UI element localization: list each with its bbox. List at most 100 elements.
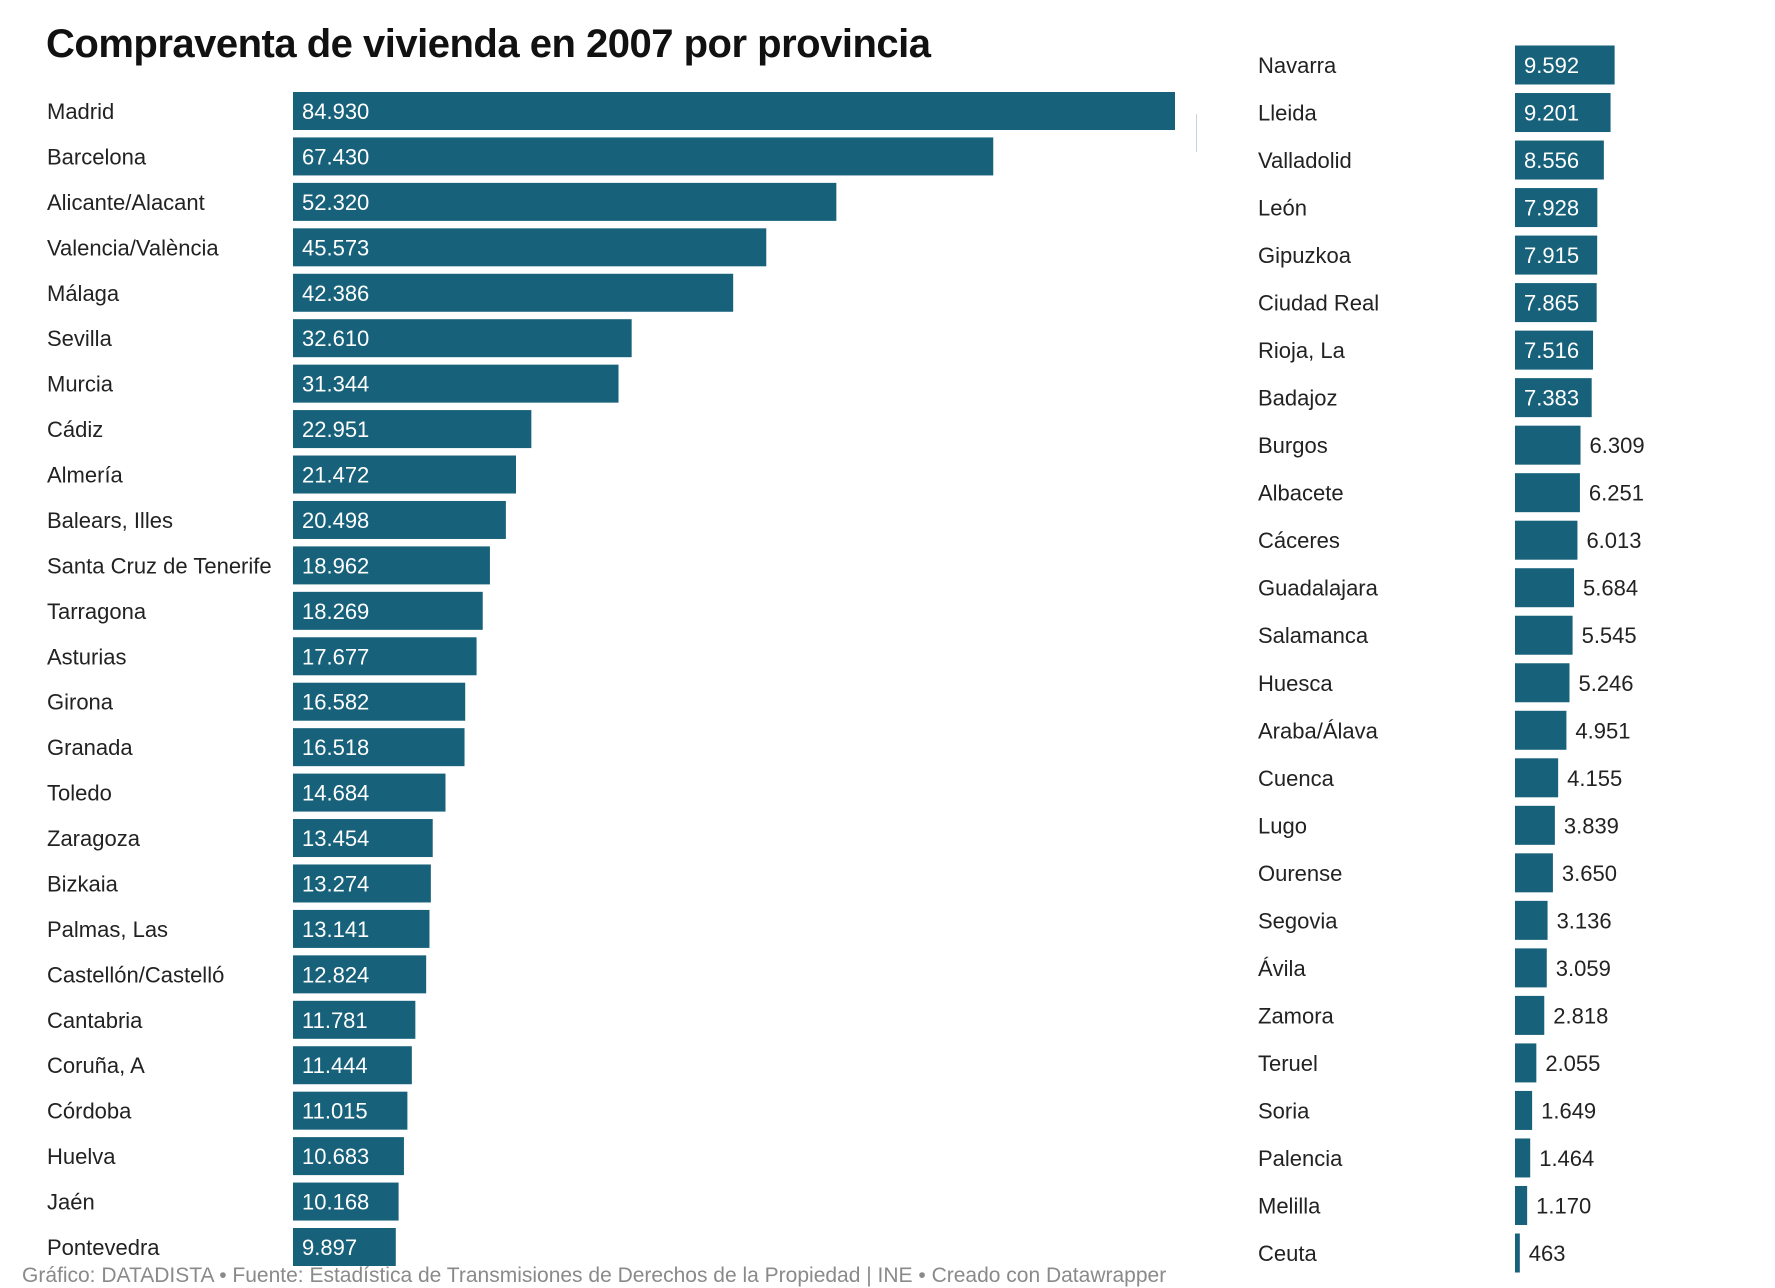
category-label: Ceuta — [1258, 1241, 1317, 1266]
category-label: Balears, Illes — [47, 508, 173, 533]
category-label: Barcelona — [47, 144, 147, 169]
bar — [293, 637, 477, 676]
value-label: 17.677 — [302, 644, 369, 669]
value-label: 2.818 — [1553, 1003, 1608, 1028]
bar — [293, 819, 433, 858]
bar-row: Tarragona 18.269 — [47, 591, 483, 630]
bar-row: Ciudad Real 7.865 — [1258, 283, 1597, 323]
bar-row: Burgos 6.309 — [1258, 425, 1645, 465]
bar — [1515, 188, 1598, 228]
bar-row: Almería 21.472 — [47, 455, 516, 494]
bar-row: Cáceres 6.013 — [1258, 520, 1642, 560]
value-label: 463 — [1529, 1241, 1566, 1266]
bar-row: Ávila 3.059 — [1258, 948, 1611, 988]
bar — [1515, 1233, 1520, 1273]
category-label: Almería — [47, 463, 124, 488]
bar-row: Cuenca 4.155 — [1258, 758, 1622, 798]
category-label: Lleida — [1258, 101, 1317, 126]
category-label: Asturias — [47, 644, 126, 669]
bar — [1515, 853, 1553, 893]
bar — [1515, 330, 1594, 370]
value-label: 12.824 — [302, 962, 369, 987]
category-label: Valencia/València — [47, 235, 219, 260]
bar-row: Sevilla 32.610 — [47, 319, 632, 358]
value-label: 11.781 — [302, 1008, 368, 1033]
bar-row: Guadalajara 5.684 — [1258, 568, 1638, 608]
value-label: 1.649 — [1541, 1098, 1596, 1123]
bar — [1515, 710, 1567, 750]
value-label: 9.897 — [302, 1235, 357, 1260]
bar — [293, 773, 446, 812]
bar-row: Rioja, La 7.516 — [1258, 330, 1594, 370]
bar — [1515, 1090, 1533, 1130]
bar-row: Santa Cruz de Tenerife 18.962 — [47, 546, 490, 585]
bar — [1515, 663, 1570, 703]
category-label: Salamanca — [1258, 623, 1369, 648]
bar-row: Valladolid 8.556 — [1258, 140, 1604, 180]
bar-row: Girona 16.582 — [47, 682, 466, 721]
chart-footer: Gráfico: DATADISTA • Fuente: Estadística… — [22, 1264, 1167, 1287]
bar-row: Melilla 1.170 — [1258, 1185, 1591, 1225]
category-label: Córdoba — [47, 1099, 132, 1124]
bar-row: Segovia 3.136 — [1258, 900, 1612, 940]
value-label: 3.059 — [1556, 956, 1611, 981]
category-label: Ciudad Real — [1258, 291, 1379, 316]
value-label: 9.201 — [1524, 101, 1579, 126]
category-label: Granada — [47, 735, 133, 760]
category-label: Madrid — [47, 99, 114, 124]
category-label: Soria — [1258, 1098, 1310, 1123]
bar-row: Teruel 2.055 — [1258, 1043, 1600, 1083]
bar — [1515, 900, 1548, 940]
value-label: 9.592 — [1524, 53, 1579, 78]
value-label: 3.839 — [1564, 813, 1619, 838]
value-label: 4.155 — [1567, 766, 1622, 791]
category-label: Cantabria — [47, 1008, 143, 1033]
value-label: 52.320 — [302, 190, 369, 215]
value-label: 1.464 — [1539, 1146, 1594, 1171]
bar-row: Toledo 14.684 — [47, 773, 446, 812]
bar-row: Huelva 10.683 — [47, 1137, 404, 1176]
bar-row: Málaga 42.386 — [47, 273, 734, 312]
chart-title: Compraventa de vivienda en 2007 por prov… — [46, 22, 931, 66]
bar-row: Castellón/Castelló 12.824 — [47, 955, 427, 994]
category-label: Girona — [47, 690, 114, 715]
bar — [1515, 948, 1547, 988]
category-label: Huelva — [47, 1144, 116, 1169]
value-label: 7.865 — [1524, 291, 1579, 316]
bar-row: Cantabria 11.781 — [47, 1000, 416, 1039]
bar — [293, 455, 516, 494]
value-label: 3.650 — [1562, 861, 1617, 886]
category-label: Melilla — [1258, 1193, 1321, 1218]
value-label: 67.430 — [302, 144, 369, 169]
category-label: Cuenca — [1258, 766, 1335, 791]
category-label: Zamora — [1258, 1003, 1335, 1028]
bar-row: Pontevedra 9.897 — [47, 1228, 396, 1266]
category-label: Albacete — [1258, 481, 1344, 506]
bar — [293, 682, 466, 721]
bar-row: Zamora 2.818 — [1258, 995, 1608, 1035]
bar-row: Madrid 84.930 — [47, 92, 1175, 130]
bar-row: Badajoz 7.383 — [1258, 378, 1592, 418]
category-label: Alicante/Alacant — [47, 190, 205, 215]
bar — [293, 500, 506, 539]
category-label: Zaragoza — [47, 826, 141, 851]
bar — [1515, 758, 1559, 798]
bar-row: Granada 16.518 — [47, 728, 465, 767]
bar — [1515, 425, 1581, 465]
value-label: 16.518 — [302, 735, 369, 760]
value-label: 8.556 — [1524, 148, 1579, 173]
bar — [293, 410, 532, 449]
category-label: Valladolid — [1258, 148, 1352, 173]
category-label: Guadalajara — [1258, 576, 1379, 601]
category-label: Toledo — [47, 781, 112, 806]
value-label: 45.573 — [302, 235, 369, 260]
value-label: 18.269 — [302, 599, 369, 624]
value-label: 3.136 — [1557, 908, 1612, 933]
bar-row: Palmas, Las 13.141 — [47, 909, 430, 948]
bar — [293, 955, 427, 994]
value-label: 10.683 — [302, 1144, 369, 1169]
category-label: Huesca — [1258, 671, 1333, 696]
bar-row: Córdoba 11.015 — [47, 1091, 408, 1130]
bar-row: Lleida 9.201 — [1258, 93, 1611, 133]
